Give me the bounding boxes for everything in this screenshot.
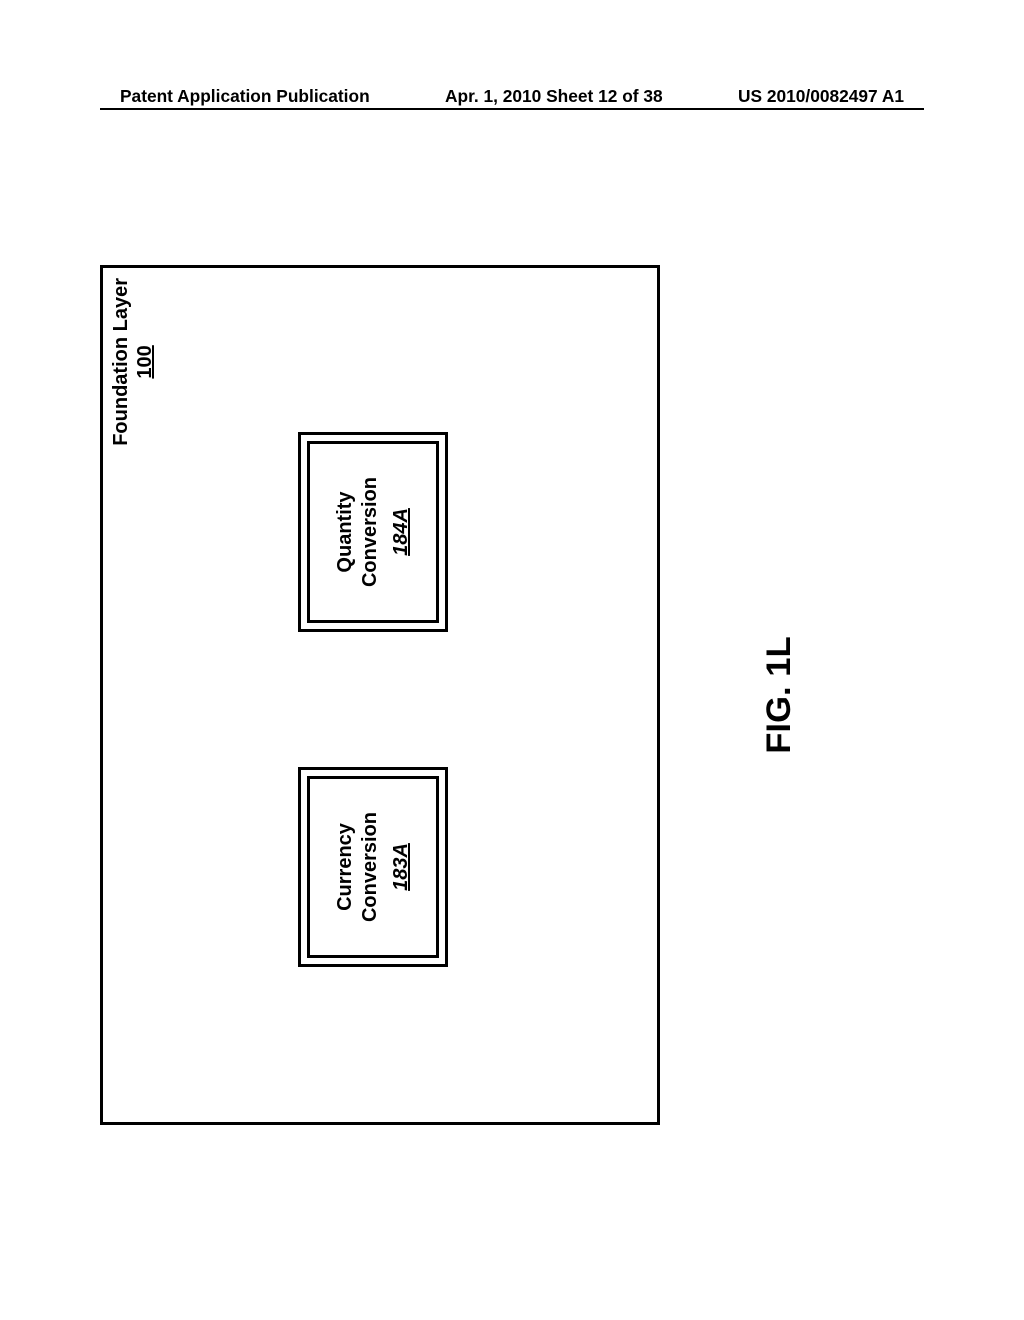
header-left: Patent Application Publication	[120, 86, 370, 107]
component-quantity-line2: Conversion	[358, 448, 383, 616]
component-currency-ref: 183A	[389, 783, 414, 951]
foundation-layer-label-text: Foundation Layer	[110, 278, 132, 446]
component-quantity-conversion: Quantity Conversion 184A	[298, 432, 448, 632]
foundation-layer-box: Foundation Layer 100 Currency Conversion…	[100, 265, 660, 1125]
component-currency-line2: Conversion	[358, 783, 383, 951]
component-quantity-inner: Quantity Conversion 184A	[307, 441, 439, 623]
figure-caption: FIG. 1L	[760, 135, 799, 1255]
page-header: Patent Application Publication Apr. 1, 2…	[0, 86, 1024, 107]
component-quantity-ref: 184A	[389, 448, 414, 616]
figure-rotated-wrapper: Foundation Layer 100 Currency Conversion…	[100, 135, 920, 1255]
component-currency-conversion: Currency Conversion 183A	[298, 767, 448, 967]
figure-landscape: Foundation Layer 100 Currency Conversion…	[100, 135, 920, 1255]
header-rule	[100, 108, 924, 110]
foundation-layer-label: Foundation Layer 100	[109, 278, 157, 446]
foundation-layer-ref: 100	[133, 278, 157, 446]
header-right: US 2010/0082497 A1	[738, 86, 904, 107]
header-middle: Apr. 1, 2010 Sheet 12 of 38	[445, 86, 663, 107]
page: Patent Application Publication Apr. 1, 2…	[0, 0, 1024, 1320]
component-currency-line1: Currency	[333, 783, 358, 951]
component-quantity-line1: Quantity	[333, 448, 358, 616]
component-currency-inner: Currency Conversion 183A	[307, 776, 439, 958]
